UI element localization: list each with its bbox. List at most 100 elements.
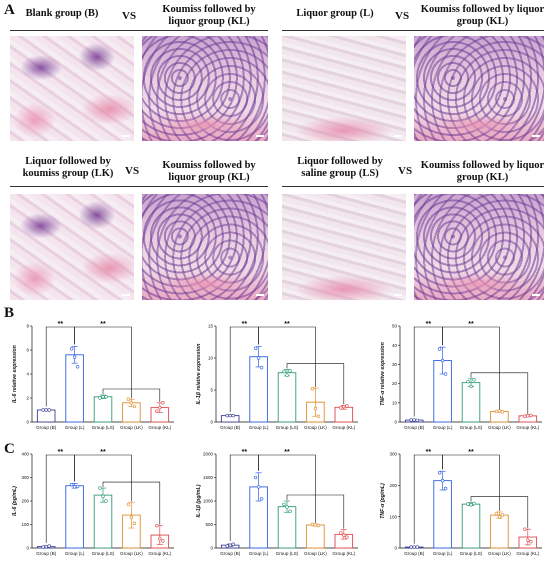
y-tick-label: 10 <box>392 400 398 405</box>
category-label: Group (LS) <box>460 551 483 556</box>
y-axis-label: TNF-α relative expression <box>380 342 386 405</box>
significance-bracket <box>442 326 500 373</box>
chart-svg-b1: 0 2 4 6 8 IL-6 relative expression Group (B) Gr… <box>12 321 174 430</box>
y-tick-label: 50 <box>392 324 398 329</box>
data-point <box>316 414 321 418</box>
category-label: Group (B) <box>36 551 57 556</box>
bar <box>490 410 509 423</box>
chart-svg-b3: 0 10 20 30 40 50 TNF-α relative expression Grou… <box>380 321 542 430</box>
data-point <box>126 502 131 507</box>
data-point <box>72 485 77 489</box>
data-point <box>339 406 343 410</box>
hist-title-r1-a: Blank group (B) <box>25 8 99 19</box>
significance-label: ** <box>468 449 474 456</box>
data-point <box>75 365 80 369</box>
data-point <box>72 355 77 359</box>
data-point <box>158 405 162 410</box>
category-label: Group (B) <box>404 551 425 556</box>
category-label: Group (KL) <box>148 551 171 556</box>
y-tick-label: 30 <box>392 362 398 367</box>
bar <box>93 396 113 423</box>
hist-title-r2-a: Liquor followed by koumiss group (LK) <box>22 156 114 179</box>
category-label: Group (L) <box>65 551 85 556</box>
data-point <box>313 523 318 527</box>
y-tick-label: 200 <box>21 499 29 504</box>
data-point <box>440 358 445 363</box>
chart-svg-c2: 0 500 1000 1500 2000 IL-1β (pg/mL) Group (B) Gr… <box>196 449 358 556</box>
y-tick-label: 6 <box>26 348 29 353</box>
data-point <box>472 501 476 506</box>
micrograph-lk <box>10 194 134 300</box>
y-tick-label: 8 <box>26 324 29 329</box>
y-tick-label: 400 <box>21 452 29 457</box>
micrograph-kl <box>142 36 268 141</box>
y-tick-label: 40 <box>392 343 398 348</box>
data-point <box>132 521 137 526</box>
significance-label: ** <box>100 449 106 456</box>
category-label: Group (LK) <box>488 551 511 556</box>
data-point <box>526 414 530 418</box>
data-point <box>104 395 108 399</box>
category-label: Group (LK) <box>304 551 327 556</box>
data-point <box>500 513 505 517</box>
scale-bar <box>122 294 130 296</box>
data-point <box>472 378 476 382</box>
y-tick-label: 4 <box>26 372 29 377</box>
data-point <box>469 503 473 507</box>
category-label: Group (LK) <box>120 551 143 556</box>
bar <box>36 409 56 423</box>
data-point <box>104 499 108 503</box>
significance-bracket <box>286 363 345 405</box>
category-label: Group (LK) <box>488 425 511 430</box>
y-tick-label: 0 <box>394 546 397 551</box>
data-point <box>443 486 448 491</box>
chart-svg-c1: 0 100 200 300 400 IL-6 (pg/mL) Group (B) Group … <box>12 449 174 556</box>
data-point <box>310 522 315 527</box>
divider <box>282 186 544 187</box>
y-tick-label: 20 <box>392 381 398 386</box>
significance-label: ** <box>426 449 432 456</box>
scale-bar <box>532 135 540 137</box>
y-axis-label: IL-6 relative expression <box>12 345 18 403</box>
data-point <box>47 544 51 548</box>
data-point <box>155 523 159 528</box>
data-point <box>339 531 343 535</box>
data-point <box>440 478 445 483</box>
significance-label: ** <box>426 321 432 328</box>
micrograph-blank <box>10 36 134 141</box>
hist-title-r2-c: Liquor followed by saline group (LS) <box>297 156 383 179</box>
data-point <box>161 539 165 543</box>
y-tick-label: 1000 <box>203 499 214 504</box>
category-label: Group (L) <box>249 551 269 556</box>
data-point <box>345 404 349 408</box>
data-point <box>285 373 289 377</box>
y-tick-label: 300 <box>389 452 397 457</box>
category-label: Group (B) <box>36 425 57 430</box>
data-point <box>437 471 442 475</box>
data-point <box>466 502 470 506</box>
data-point <box>132 404 137 409</box>
vs-label: VS <box>398 165 413 177</box>
chart-b1: 0 2 4 6 8 IL-6 relative expression Group (B) Gr… <box>0 318 180 443</box>
significance-label: ** <box>242 449 248 456</box>
y-axis-label: IL-6 (pg/mL) <box>12 486 18 516</box>
vs-label: VS <box>395 10 410 22</box>
significance-bracket <box>470 372 529 414</box>
data-point <box>101 395 105 399</box>
data-point <box>443 372 448 376</box>
hist-title-r1-c: Liquor group (L) <box>296 8 374 19</box>
category-label: Group (LK) <box>304 425 327 430</box>
data-point <box>228 543 232 547</box>
category-label: Group (KL) <box>148 425 171 430</box>
data-point <box>44 408 48 412</box>
y-tick-label: 10 <box>208 356 214 361</box>
data-point <box>231 413 235 418</box>
bar <box>277 506 297 549</box>
category-label: Group (KL) <box>516 551 539 556</box>
data-point <box>231 542 235 546</box>
data-point <box>529 413 533 418</box>
micrograph-liquor <box>282 36 406 141</box>
y-tick-label: 0 <box>394 420 397 425</box>
category-label: Group (LS) <box>92 551 115 556</box>
significance-label: ** <box>58 449 64 456</box>
